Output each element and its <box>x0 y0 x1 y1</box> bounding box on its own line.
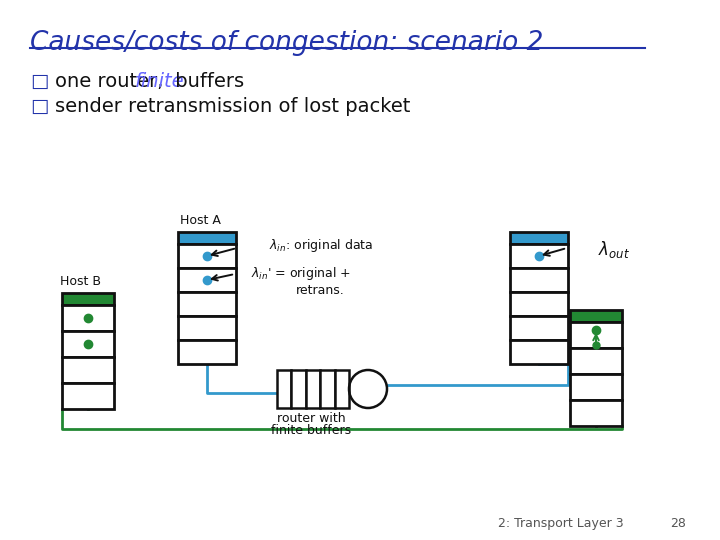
Bar <box>62 331 114 357</box>
Bar <box>510 340 568 364</box>
Text: $\lambda_{in}$' = original +: $\lambda_{in}$' = original + <box>251 266 351 282</box>
Text: buffers: buffers <box>169 72 244 91</box>
Bar <box>510 232 568 244</box>
Bar <box>570 348 622 374</box>
Bar <box>178 244 236 268</box>
Bar <box>62 383 114 409</box>
Bar <box>570 310 622 322</box>
Bar <box>335 370 349 408</box>
Text: Host A: Host A <box>180 214 221 227</box>
Bar <box>178 316 236 340</box>
Bar <box>570 374 622 400</box>
Text: router with: router with <box>276 412 346 425</box>
Bar <box>62 357 114 383</box>
Bar <box>510 268 568 292</box>
Text: one router,: one router, <box>55 72 170 91</box>
Text: $\lambda_{out}$: $\lambda_{out}$ <box>598 240 630 260</box>
Text: Causes/costs of congestion: scenario 2: Causes/costs of congestion: scenario 2 <box>30 30 544 56</box>
Bar <box>510 316 568 340</box>
Bar <box>292 370 306 408</box>
Bar <box>320 370 335 408</box>
Text: 28: 28 <box>670 517 686 530</box>
Bar <box>570 400 622 426</box>
Bar <box>62 293 114 305</box>
Text: □: □ <box>30 72 48 91</box>
Bar <box>178 292 236 316</box>
Bar <box>570 322 622 348</box>
Text: $\lambda_{in}$: original data: $\lambda_{in}$: original data <box>269 238 373 254</box>
Bar <box>510 292 568 316</box>
Text: Host B: Host B <box>60 275 101 288</box>
Bar <box>510 244 568 268</box>
Text: 2: Transport Layer 3: 2: Transport Layer 3 <box>498 517 624 530</box>
Bar <box>178 232 236 244</box>
Text: retrans.: retrans. <box>296 284 345 296</box>
Bar <box>178 268 236 292</box>
Text: sender retransmission of lost packet: sender retransmission of lost packet <box>55 97 410 116</box>
Bar <box>306 370 320 408</box>
Bar <box>178 340 236 364</box>
Text: □: □ <box>30 97 48 116</box>
Bar <box>277 370 292 408</box>
Text: finite: finite <box>135 72 184 91</box>
Text: finite buffers: finite buffers <box>271 424 351 437</box>
Bar <box>62 305 114 331</box>
